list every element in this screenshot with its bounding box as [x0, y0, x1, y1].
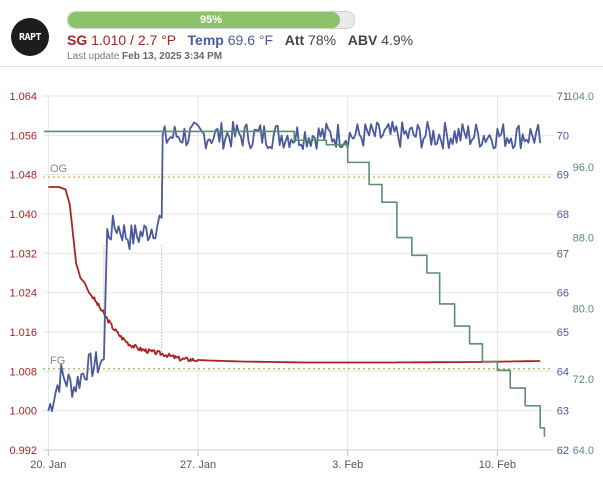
- x-tick-label: 20. Jan: [30, 459, 66, 471]
- temp-tick-label: 68: [557, 209, 569, 221]
- sg-tick-label: 1.024: [9, 288, 37, 300]
- temp-tick-label: 62: [557, 445, 569, 457]
- fermentation-chart[interactable]: 1.064 1.056 1.048 1.040 1.032 1.024 1.016 1.008…: [0, 66, 603, 486]
- sg-tick-label: 1.008: [9, 366, 37, 378]
- battery-tick-label: 96.0: [573, 162, 594, 174]
- abv-value: 4.9%: [381, 32, 414, 48]
- sg-tick-label: 1.048: [9, 170, 37, 182]
- sg-series-line: [48, 186, 541, 364]
- sg-tick-label: 1.000: [9, 406, 37, 418]
- battery-tick-label: 72.0: [573, 374, 594, 386]
- temp-tick-label: 66: [557, 288, 569, 300]
- temp-tick-label: 70: [557, 130, 569, 142]
- att-label: Att: [284, 32, 305, 48]
- og-label: OG: [50, 163, 67, 175]
- fg-label: FG: [50, 355, 65, 367]
- battery-tick-label: 80.0: [573, 303, 594, 315]
- temp-label: Temp: [187, 32, 224, 48]
- battery-tick-label: 88.0: [573, 233, 594, 245]
- sg-tick-label: 1.064: [9, 91, 37, 103]
- x-tick-label: 3. Feb: [332, 459, 363, 471]
- sg-value: 1.010 / 2.7 °P: [91, 32, 176, 48]
- sg-tick-label: 1.040: [9, 209, 37, 221]
- current-readings: SG 1.010 / 2.7 °P Temp 69.6 °F Att 78% A…: [67, 32, 413, 48]
- battery-tick-label: 104.0: [566, 91, 594, 103]
- temp-tick-label: 69: [557, 170, 569, 182]
- temp-tick-label: 64: [557, 366, 569, 378]
- last-update-label: Last update: [67, 51, 120, 62]
- temp-tick-label: 71: [557, 91, 569, 103]
- progress-label: 95%: [199, 14, 223, 26]
- x-tick-label: 27. Jan: [180, 459, 216, 471]
- temp-tick-label: 67: [557, 248, 569, 260]
- logo-text: RAPT: [18, 31, 42, 43]
- fermentation-progress-bar: 95%: [67, 11, 355, 29]
- sg-label: SG: [67, 32, 88, 48]
- sg-tick-label: 1.056: [9, 130, 37, 142]
- header: RAPT 95% SG 1.010 / 2.7 °P Temp 69.6 °F …: [0, 0, 603, 66]
- rapt-logo: RAPT: [11, 18, 49, 56]
- last-update-value: Feb 13, 2025 3:34 PM: [122, 51, 223, 62]
- progress-fill: [68, 12, 340, 28]
- last-update: Last update Feb 13, 2025 3:34 PM: [67, 51, 222, 62]
- sg-tick-label: 0.992: [9, 445, 37, 457]
- att-value: 78%: [308, 32, 337, 48]
- sg-tick-label: 1.032: [9, 248, 37, 260]
- temp-tick-label: 63: [557, 406, 569, 418]
- battery-tick-label: 64.0: [573, 445, 594, 457]
- x-tick-label: 10. Feb: [479, 459, 516, 471]
- temp-tick-label: 65: [557, 327, 569, 339]
- sg-tick-label: 1.016: [9, 327, 37, 339]
- abv-label: ABV: [347, 32, 378, 48]
- temp-series-line: [47, 120, 542, 412]
- temp-value: 69.6 °F: [227, 32, 274, 48]
- battery-series-line: [44, 130, 546, 437]
